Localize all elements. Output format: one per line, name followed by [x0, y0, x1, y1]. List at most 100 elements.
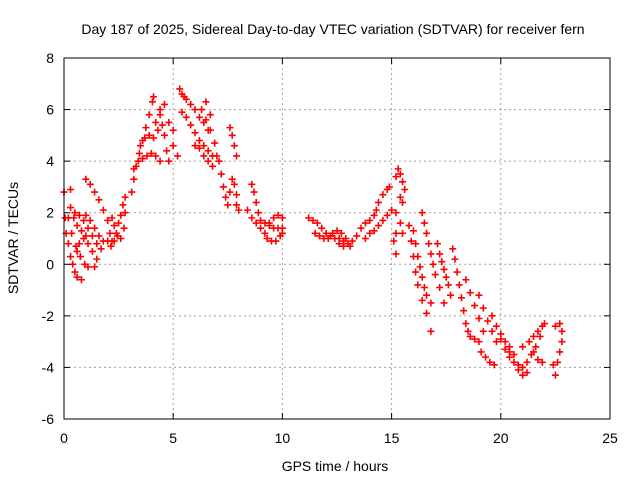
- data-point: [135, 149, 143, 157]
- data-point: [309, 216, 317, 224]
- y-axis-label: SDTVAR / TECUs: [5, 182, 21, 294]
- data-point: [219, 183, 227, 191]
- data-point: [80, 216, 88, 224]
- data-point: [217, 170, 225, 178]
- data-point: [399, 229, 407, 237]
- data-point: [77, 276, 85, 284]
- data-point: [278, 214, 286, 222]
- data-point: [444, 281, 452, 289]
- data-point: [348, 237, 356, 245]
- data-point: [372, 206, 380, 214]
- data-point: [130, 165, 138, 173]
- data-point: [318, 224, 326, 232]
- data-point: [471, 302, 479, 310]
- data-point: [383, 211, 391, 219]
- data-point: [425, 240, 433, 248]
- data-point: [121, 193, 129, 201]
- data-point: [202, 98, 210, 106]
- data-point: [187, 121, 195, 129]
- data-point: [329, 229, 337, 237]
- data-point: [120, 224, 128, 232]
- data-point: [342, 235, 350, 242]
- data-point: [150, 93, 158, 101]
- data-point: [254, 209, 262, 217]
- data-point: [195, 137, 203, 145]
- axis-ticks: [63, 57, 611, 420]
- data-point: [97, 245, 105, 253]
- data-point: [206, 126, 214, 134]
- y-tick-labels: -6 -4 -2 0 2 4 6 8: [42, 50, 55, 427]
- data-point: [257, 224, 265, 232]
- data-point: [95, 232, 103, 240]
- data-point: [519, 343, 527, 351]
- data-point: [82, 175, 90, 183]
- data-point: [224, 201, 232, 209]
- data-point: [117, 211, 125, 219]
- data-point: [506, 343, 514, 351]
- data-point: [549, 361, 557, 369]
- data-point: [252, 198, 260, 206]
- data-point: [107, 242, 115, 250]
- data-point: [226, 188, 234, 196]
- data-point: [110, 222, 118, 230]
- data-point: [554, 358, 562, 366]
- data-point: [95, 196, 103, 204]
- y-tick-label: -6: [42, 411, 55, 427]
- data-point: [235, 206, 243, 214]
- data-point: [558, 338, 566, 346]
- data-point: [104, 216, 112, 224]
- data-point: [558, 327, 566, 335]
- x-tick-label: 15: [384, 430, 400, 446]
- data-point: [447, 291, 455, 299]
- data-point: [71, 268, 79, 276]
- data-point: [361, 235, 369, 242]
- data-point: [222, 193, 230, 201]
- data-point: [182, 113, 190, 121]
- data-point: [176, 85, 184, 93]
- data-point: [530, 332, 538, 340]
- data-point: [514, 361, 522, 369]
- data-point: [427, 327, 435, 335]
- data-point: [462, 276, 470, 284]
- data-point: [117, 235, 125, 242]
- data-point: [420, 219, 428, 227]
- data-point: [91, 263, 99, 271]
- data-point: [519, 363, 527, 371]
- data-point: [82, 211, 90, 219]
- data-point: [475, 314, 483, 322]
- data-point: [73, 247, 81, 255]
- data-point: [233, 152, 241, 160]
- data-point: [209, 162, 217, 170]
- data-point: [169, 126, 177, 134]
- data-point: [536, 332, 544, 340]
- data-point: [228, 175, 236, 183]
- data-point: [519, 371, 527, 379]
- data-point: [272, 237, 280, 245]
- data-point: [88, 232, 96, 240]
- data-point: [525, 338, 533, 346]
- data-point: [147, 149, 155, 157]
- data-point: [423, 229, 431, 237]
- data-point: [449, 245, 457, 253]
- data-point: [556, 348, 564, 356]
- data-point: [337, 229, 345, 237]
- data-point: [270, 214, 278, 222]
- data-point: [195, 144, 203, 152]
- data-point: [523, 369, 531, 377]
- data-point: [418, 273, 426, 281]
- data-point: [412, 240, 420, 248]
- data-point: [462, 320, 470, 328]
- data-point: [195, 113, 203, 121]
- data-point: [501, 338, 509, 346]
- data-point: [174, 152, 182, 160]
- data-point: [464, 327, 472, 335]
- data-point: [510, 358, 518, 366]
- data-point: [243, 206, 251, 214]
- data-point: [265, 219, 273, 227]
- data-point: [440, 265, 448, 273]
- x-tick-label: 10: [275, 430, 291, 446]
- data-point: [200, 142, 208, 150]
- data-point: [420, 283, 428, 291]
- data-point: [490, 361, 498, 369]
